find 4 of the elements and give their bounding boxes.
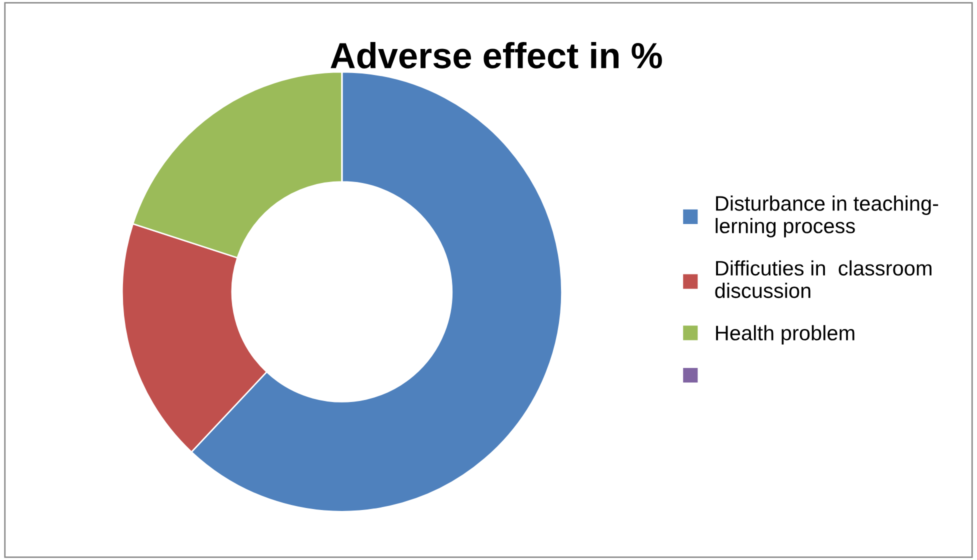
legend-label: Difficuties in classroom discussion: [715, 260, 932, 298]
chart-title: Adverse effect in %: [330, 42, 662, 68]
legend-label: Disturbance in teaching- lerning process: [716, 196, 938, 238]
legend-label: Health problem: [716, 325, 854, 345]
